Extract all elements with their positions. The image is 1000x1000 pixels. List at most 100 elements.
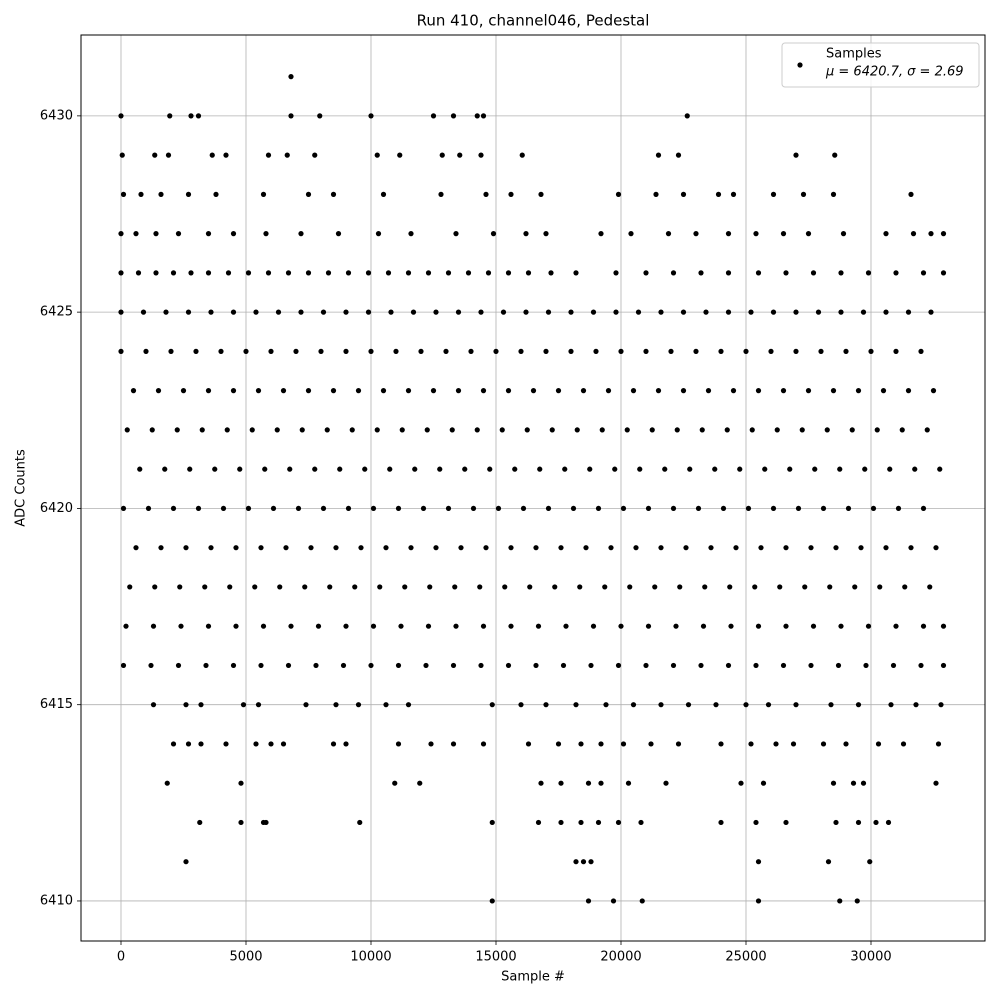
sample-point bbox=[424, 427, 430, 433]
sample-point bbox=[305, 191, 312, 197]
sample-point bbox=[883, 545, 889, 551]
sample-point bbox=[558, 819, 564, 826]
sample-point bbox=[143, 348, 149, 354]
sample-point bbox=[718, 348, 724, 354]
sample-point bbox=[425, 623, 432, 629]
sample-point bbox=[178, 623, 184, 629]
sample-point bbox=[208, 309, 214, 315]
sample-point bbox=[298, 309, 304, 315]
sample-point bbox=[573, 859, 579, 865]
legend-box bbox=[781, 42, 980, 88]
sample-point bbox=[835, 662, 842, 669]
sample-point bbox=[780, 388, 787, 394]
x-axis-label: Sample # bbox=[501, 970, 565, 985]
sample-point bbox=[875, 741, 882, 747]
sample-point bbox=[935, 741, 942, 747]
x-tick-label: 5000 bbox=[229, 950, 262, 965]
sample-point bbox=[408, 545, 414, 551]
sample-point bbox=[578, 819, 584, 826]
sample-point bbox=[370, 623, 377, 629]
sample-point bbox=[585, 898, 592, 904]
sample-point bbox=[758, 545, 764, 551]
sample-point bbox=[124, 427, 130, 433]
sample-point bbox=[805, 388, 812, 394]
sample-point bbox=[703, 309, 709, 315]
sample-point bbox=[480, 388, 487, 394]
sample-point bbox=[698, 270, 704, 276]
sample-point bbox=[470, 505, 477, 512]
sample-point bbox=[412, 466, 418, 472]
sample-point bbox=[487, 466, 493, 472]
sample-point bbox=[725, 231, 732, 237]
sample-point bbox=[940, 270, 947, 276]
sample-point bbox=[230, 388, 237, 394]
sample-point bbox=[830, 191, 837, 197]
sample-point bbox=[135, 270, 142, 276]
sample-point bbox=[755, 859, 762, 865]
sample-point bbox=[480, 623, 487, 629]
sample-point bbox=[548, 270, 554, 276]
sample-point bbox=[365, 309, 372, 315]
sample-point bbox=[905, 388, 912, 394]
sample-point bbox=[940, 623, 947, 629]
sample-point bbox=[208, 545, 214, 551]
sample-point bbox=[377, 584, 383, 590]
sample-point bbox=[505, 388, 512, 394]
sample-point bbox=[755, 388, 762, 394]
sample-point bbox=[645, 623, 652, 629]
legend-marker bbox=[797, 62, 803, 68]
sample-point bbox=[308, 545, 314, 551]
sample-point bbox=[918, 662, 924, 669]
sample-point bbox=[618, 348, 624, 354]
sample-point bbox=[288, 74, 294, 80]
sample-point bbox=[177, 584, 183, 590]
sample-point bbox=[840, 231, 847, 237]
y-tick-label: 6430 bbox=[40, 108, 73, 123]
sample-point bbox=[808, 662, 814, 669]
sample-point bbox=[643, 662, 649, 669]
sample-point bbox=[737, 466, 743, 472]
plot-frame bbox=[80, 34, 986, 942]
sample-point bbox=[165, 152, 172, 158]
sample-point bbox=[223, 741, 229, 747]
sample-point bbox=[755, 623, 762, 629]
sample-point bbox=[275, 309, 282, 315]
sample-point bbox=[768, 348, 774, 354]
sample-point bbox=[155, 388, 162, 394]
sample-point bbox=[902, 584, 908, 590]
sample-point bbox=[927, 584, 933, 590]
sample-point bbox=[753, 231, 759, 237]
sample-point bbox=[824, 427, 830, 433]
sample-point bbox=[783, 270, 789, 276]
sample-point bbox=[558, 545, 564, 551]
sample-point bbox=[270, 505, 277, 512]
sample-point bbox=[358, 545, 364, 551]
sample-point bbox=[838, 270, 844, 276]
sample-point bbox=[893, 348, 899, 354]
sample-point bbox=[549, 427, 555, 433]
sample-point bbox=[663, 780, 669, 786]
sample-point bbox=[118, 113, 124, 119]
sample-point bbox=[924, 427, 930, 433]
sample-point bbox=[120, 505, 127, 512]
sample-point bbox=[858, 545, 864, 551]
sample-point bbox=[555, 741, 562, 747]
sample-point bbox=[455, 309, 462, 315]
sample-point bbox=[593, 348, 599, 354]
sample-point bbox=[695, 505, 702, 512]
sample-point bbox=[118, 270, 124, 276]
x-tick-label: 15000 bbox=[475, 950, 516, 965]
sample-point bbox=[680, 191, 687, 197]
sample-point bbox=[643, 348, 649, 354]
sample-point bbox=[843, 348, 849, 354]
sample-point bbox=[920, 505, 927, 512]
sample-point bbox=[445, 505, 452, 512]
sample-point bbox=[928, 309, 934, 315]
sample-point bbox=[478, 309, 484, 315]
sample-point bbox=[900, 741, 907, 747]
sample-point bbox=[203, 662, 209, 669]
sample-point bbox=[223, 152, 229, 158]
sample-point bbox=[153, 270, 159, 276]
sample-point bbox=[712, 466, 718, 472]
